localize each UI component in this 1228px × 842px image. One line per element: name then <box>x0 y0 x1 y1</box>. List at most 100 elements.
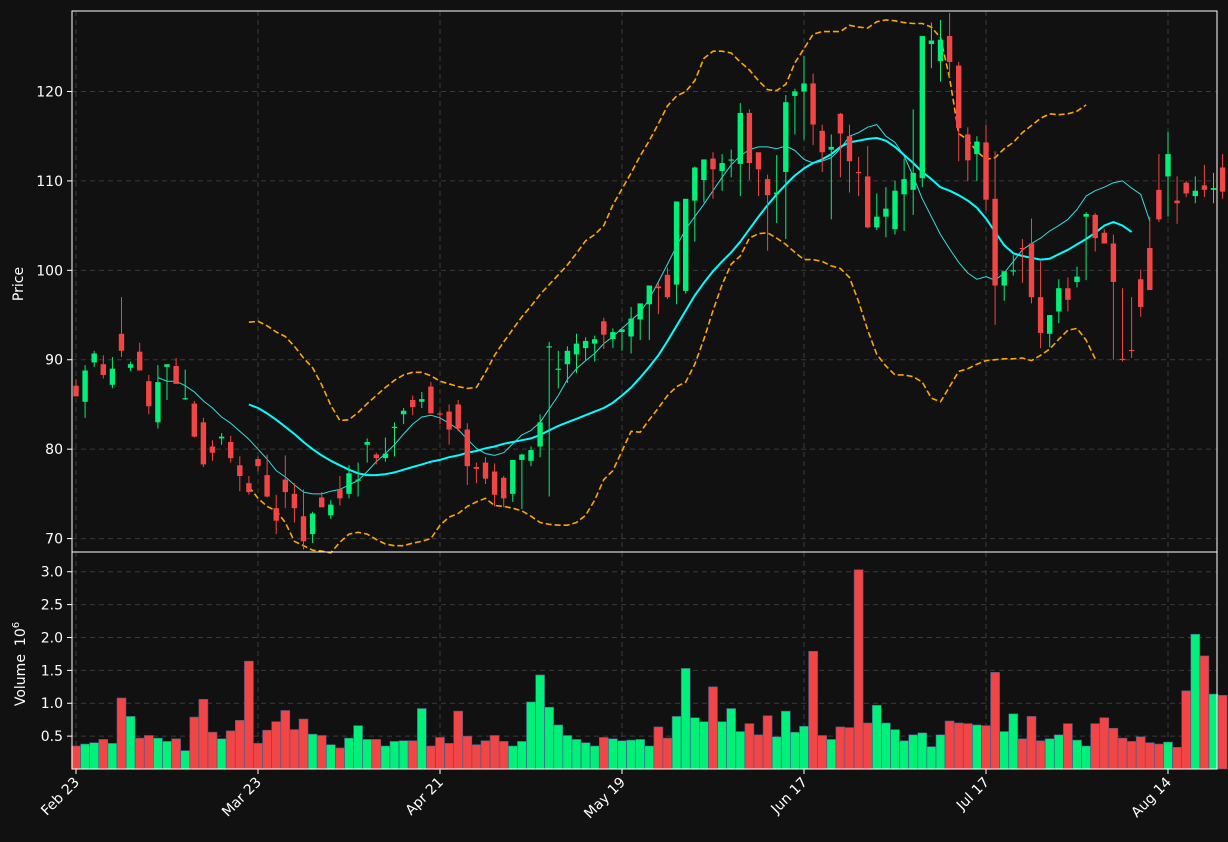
volume-bar <box>653 726 664 770</box>
candle-body <box>218 436 225 439</box>
volume-bar <box>1099 717 1110 770</box>
candle-body <box>146 381 152 407</box>
candle-body <box>191 403 197 437</box>
volume-bar <box>353 725 363 770</box>
candle-body <box>1165 154 1171 177</box>
volume-bar <box>699 721 709 770</box>
volume-bar <box>316 735 327 770</box>
volume-bar <box>271 721 282 770</box>
volume-bar <box>307 733 318 770</box>
volume-bar <box>608 738 618 770</box>
candle-body <box>628 318 634 337</box>
candle-body <box>673 201 680 285</box>
volume-bar <box>325 744 336 770</box>
candle-body <box>182 398 188 400</box>
volume-tick-label: 0.5 <box>41 729 63 745</box>
volume-bar <box>626 739 636 770</box>
volume-bar <box>380 745 391 770</box>
volume-bar <box>953 722 964 770</box>
candle-body <box>582 340 589 349</box>
price-tick-label: 110 <box>36 174 63 190</box>
candle-body <box>755 152 762 170</box>
volume-bar <box>1135 736 1146 770</box>
candle-body <box>855 171 862 174</box>
candle-body <box>546 346 552 348</box>
volume-bar <box>589 745 600 770</box>
volume-bar <box>362 739 373 770</box>
volume-bar <box>1017 738 1028 770</box>
candle-body <box>319 497 325 508</box>
candle-body <box>837 113 844 134</box>
candle-body <box>1074 276 1080 282</box>
volume-tick-label: 2.0 <box>41 630 63 646</box>
candle-body <box>783 102 789 172</box>
volume-bar <box>89 742 99 770</box>
volume-bar <box>562 735 573 770</box>
candle-body <box>328 504 334 516</box>
candle-body <box>764 179 771 196</box>
candle-body <box>400 410 407 415</box>
volume-bar <box>881 722 891 770</box>
volume-bar <box>144 735 154 770</box>
volume-bar <box>107 743 118 770</box>
candle-body <box>692 167 698 201</box>
volume-bar <box>1126 741 1137 770</box>
volume-bar <box>116 697 127 770</box>
candle-body <box>1147 247 1153 290</box>
volume-bar <box>571 739 582 770</box>
candle-body <box>573 343 580 355</box>
candle-body <box>1019 247 1026 250</box>
candle-body <box>137 351 143 371</box>
candle-body <box>473 467 480 469</box>
candle-body <box>701 159 707 181</box>
volume-bar <box>1145 742 1155 770</box>
volume-bar <box>198 698 209 770</box>
volume-bar <box>398 740 409 770</box>
candle-body <box>164 364 170 367</box>
candle-body <box>528 450 534 461</box>
volume-bar <box>799 725 809 770</box>
volume-bar <box>280 710 291 770</box>
candle-body <box>1110 243 1117 282</box>
volume-bar <box>689 717 700 770</box>
candle-body <box>373 454 379 459</box>
price-tick-label: 120 <box>36 84 63 100</box>
volume-bar <box>507 745 518 770</box>
candle-body <box>1083 213 1089 217</box>
volume-bar <box>371 739 382 770</box>
candle-body <box>983 142 989 200</box>
candle-body <box>491 471 498 495</box>
candle-body <box>127 364 134 368</box>
volume-bar <box>826 739 837 770</box>
volume-bar <box>98 739 109 770</box>
candle-body <box>892 190 898 230</box>
price-tick-label: 100 <box>36 263 63 279</box>
candle-body <box>865 176 871 228</box>
volume-bar <box>244 660 254 770</box>
candle-body <box>410 399 416 408</box>
volume-panel-frame <box>71 551 1218 770</box>
candle-body <box>601 321 607 335</box>
candle-body <box>291 493 298 509</box>
candle-body <box>428 386 434 414</box>
candle-body <box>355 479 361 481</box>
price-tick-label: 80 <box>45 442 63 458</box>
candle-body <box>1047 315 1053 334</box>
candle-body <box>792 91 798 96</box>
candle-body <box>346 473 352 494</box>
volume-bar <box>262 729 272 770</box>
volume-bar <box>1163 741 1173 770</box>
candle-body <box>956 65 962 129</box>
candle-body <box>1028 243 1035 298</box>
candle-body <box>710 158 716 170</box>
candle-body <box>91 353 97 363</box>
volume-bar <box>972 724 982 770</box>
volume-bar <box>1154 743 1164 770</box>
volume-bar <box>735 731 746 770</box>
candle-body <box>1174 200 1180 204</box>
candle-body <box>637 303 643 320</box>
candle-body <box>928 40 935 45</box>
volume-bar <box>180 750 190 770</box>
candle-body <box>1210 188 1217 190</box>
